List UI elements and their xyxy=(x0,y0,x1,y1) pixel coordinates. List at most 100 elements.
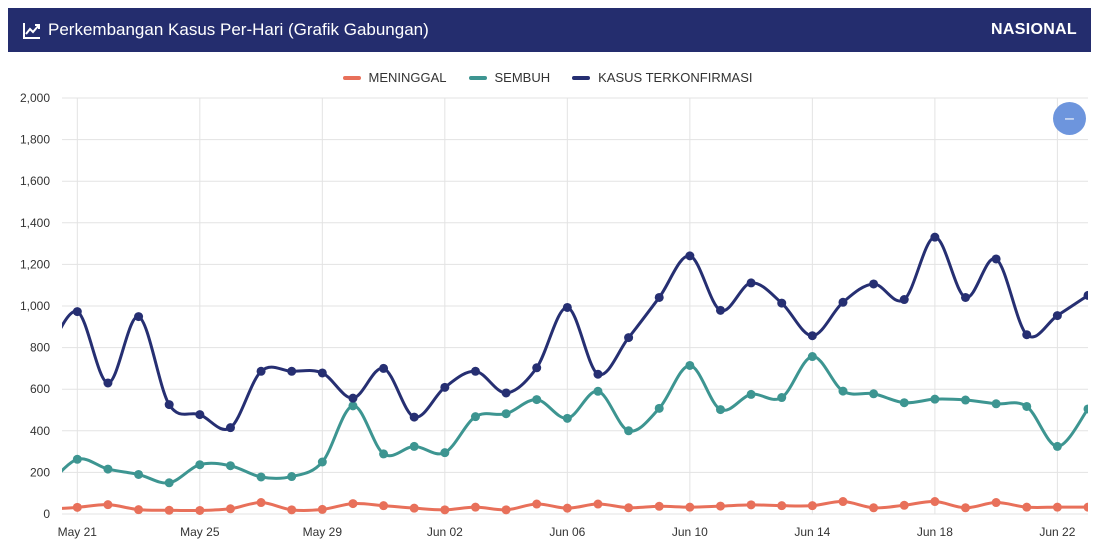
data-point-2 xyxy=(960,292,970,302)
data-point-1 xyxy=(103,464,113,474)
y-tick-label: 0 xyxy=(43,507,50,521)
data-point-1 xyxy=(624,426,634,436)
data-point-0 xyxy=(1083,502,1088,512)
legend-item-terkonfirmasi[interactable]: KASUS TERKONFIRMASI xyxy=(572,70,752,85)
data-point-0 xyxy=(807,501,817,511)
data-point-1 xyxy=(72,454,82,464)
data-point-0 xyxy=(715,501,725,511)
data-point-0 xyxy=(930,497,940,507)
data-point-2 xyxy=(991,254,1001,264)
data-point-2 xyxy=(379,363,389,373)
data-point-0 xyxy=(1052,502,1062,512)
data-point-1 xyxy=(654,403,664,413)
y-tick-label: 1,200 xyxy=(20,257,50,271)
data-point-2 xyxy=(103,378,113,388)
data-point-2 xyxy=(256,366,266,376)
series-group-0 xyxy=(62,497,1088,515)
x-tick-label: Jun 10 xyxy=(672,525,708,539)
data-point-1 xyxy=(562,413,572,423)
data-point-1 xyxy=(501,409,511,419)
data-point-0 xyxy=(685,502,695,512)
data-point-2 xyxy=(164,400,174,410)
x-tick-label: Jun 02 xyxy=(427,525,463,539)
data-point-1 xyxy=(777,393,787,403)
data-point-1 xyxy=(960,395,970,405)
chart-legend: MENINGGAL SEMBUH KASUS TERKONFIRMASI xyxy=(0,70,1095,85)
data-point-0 xyxy=(103,500,113,510)
y-tick-label: 200 xyxy=(30,465,50,479)
y-tick-label: 1,000 xyxy=(20,299,50,313)
y-tick-label: 800 xyxy=(30,341,50,355)
data-point-0 xyxy=(409,503,419,513)
x-tick-label: Jun 06 xyxy=(549,525,585,539)
data-point-0 xyxy=(287,505,297,515)
data-point-2 xyxy=(440,382,450,392)
data-point-0 xyxy=(225,504,235,514)
data-point-0 xyxy=(960,503,970,513)
data-point-2 xyxy=(1052,311,1062,321)
data-point-1 xyxy=(715,405,725,415)
legend-label-meninggal: MENINGGAL xyxy=(368,70,447,85)
data-point-1 xyxy=(807,352,817,362)
data-point-1 xyxy=(991,399,1001,409)
data-point-2 xyxy=(225,423,235,433)
minus-icon: – xyxy=(1065,109,1074,127)
data-point-0 xyxy=(501,505,511,515)
y-tick-label: 1,600 xyxy=(20,174,50,188)
data-point-2 xyxy=(624,333,634,343)
data-point-1 xyxy=(532,395,542,405)
data-point-1 xyxy=(685,360,695,370)
data-point-1 xyxy=(838,386,848,396)
data-point-2 xyxy=(899,295,909,305)
legend-item-meninggal[interactable]: MENINGGAL xyxy=(342,70,447,85)
data-point-0 xyxy=(256,498,266,508)
data-point-2 xyxy=(746,278,756,288)
collapse-button[interactable]: – xyxy=(1053,102,1086,135)
data-point-2 xyxy=(777,298,787,308)
x-tick-label: Jun 22 xyxy=(1039,525,1075,539)
data-point-0 xyxy=(195,505,205,515)
data-point-0 xyxy=(164,505,174,515)
data-point-0 xyxy=(134,505,144,515)
data-point-1 xyxy=(317,457,327,467)
data-point-0 xyxy=(838,497,848,507)
data-point-0 xyxy=(991,498,1001,508)
data-point-2 xyxy=(195,410,205,420)
data-point-1 xyxy=(1022,401,1032,411)
data-point-0 xyxy=(72,502,82,512)
data-point-2 xyxy=(1022,330,1032,340)
data-point-0 xyxy=(746,500,756,510)
data-point-0 xyxy=(654,501,664,511)
data-point-0 xyxy=(1022,502,1032,512)
y-tick-label: 2,000 xyxy=(20,91,50,105)
data-point-1 xyxy=(256,472,266,482)
data-point-1 xyxy=(134,469,144,479)
data-point-2 xyxy=(134,312,144,322)
data-point-1 xyxy=(593,386,603,396)
data-point-2 xyxy=(593,369,603,379)
data-point-0 xyxy=(317,504,327,514)
data-point-0 xyxy=(899,500,909,510)
data-point-2 xyxy=(869,279,879,289)
data-point-1 xyxy=(409,441,419,451)
data-point-2 xyxy=(562,302,572,312)
data-point-2 xyxy=(654,292,664,302)
data-point-1 xyxy=(225,461,235,471)
data-point-1 xyxy=(869,389,879,399)
data-point-2 xyxy=(348,393,358,403)
data-point-2 xyxy=(501,388,511,398)
data-point-1 xyxy=(930,394,940,404)
data-point-1 xyxy=(746,389,756,399)
data-point-0 xyxy=(593,499,603,509)
legend-swatch-terkonfirmasi xyxy=(572,75,591,80)
data-point-0 xyxy=(440,505,450,515)
data-point-1 xyxy=(1083,404,1088,414)
data-point-2 xyxy=(1083,290,1088,300)
data-point-0 xyxy=(777,501,787,511)
data-point-2 xyxy=(72,307,82,317)
legend-label-sembuh: SEMBUH xyxy=(494,70,551,85)
data-point-0 xyxy=(379,501,389,511)
legend-item-sembuh[interactable]: SEMBUH xyxy=(468,70,551,85)
y-tick-label: 600 xyxy=(30,382,50,396)
